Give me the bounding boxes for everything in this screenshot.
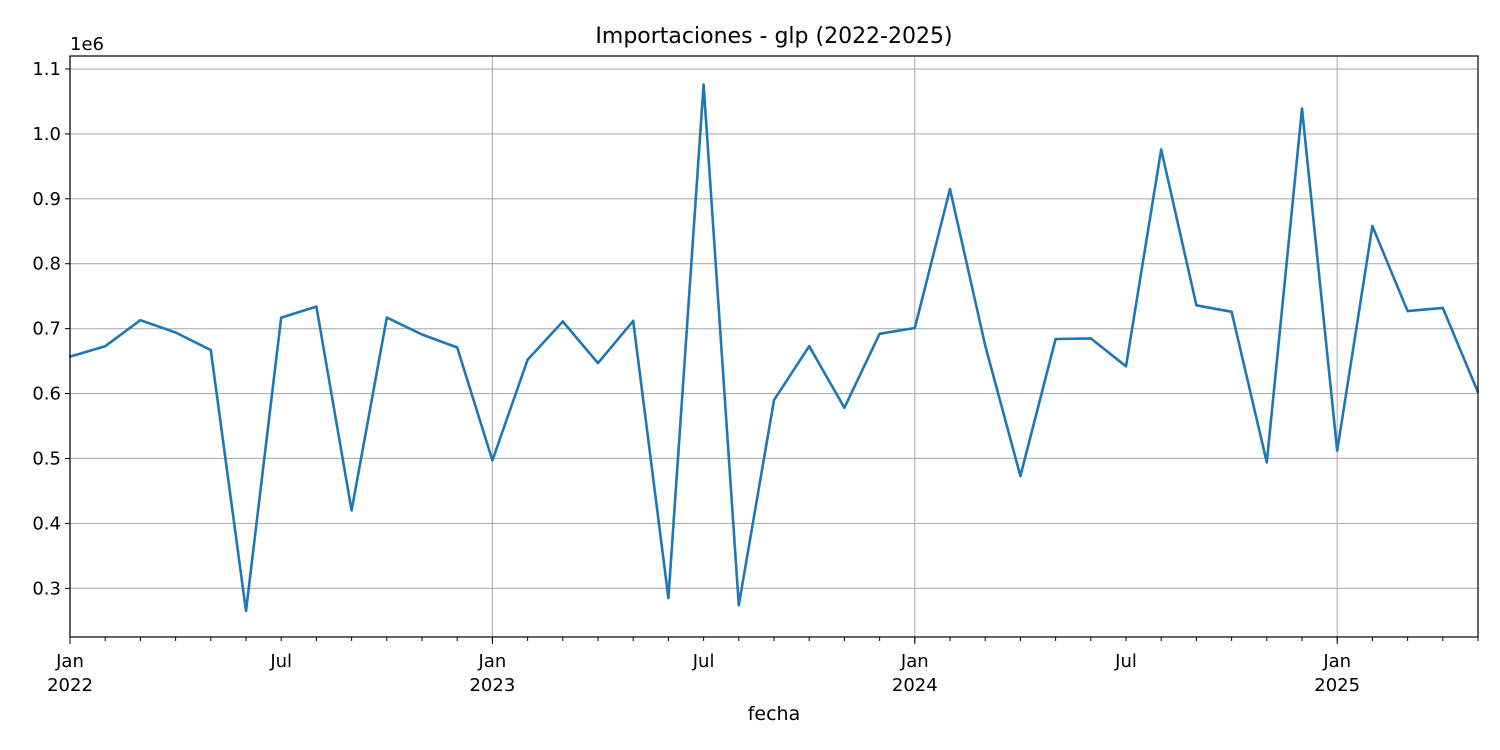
data-point [350, 509, 353, 512]
y-tick-label: 0.7 [32, 319, 61, 340]
data-point [561, 320, 564, 323]
y-tick-label: 0.4 [32, 513, 61, 534]
x-tick-label: Jul [692, 651, 715, 672]
data-point [843, 406, 846, 410]
data-point [385, 316, 388, 319]
y-tick-label: 0.3 [32, 578, 61, 599]
data-point [104, 344, 107, 348]
x-tick-label: Jan [478, 651, 507, 672]
data-point [1230, 310, 1233, 313]
data-point [1195, 304, 1198, 307]
x-tick-label: Jul [269, 651, 292, 672]
data-point [596, 361, 600, 365]
data-point [632, 319, 635, 323]
y-axis: 0.3 0.4 0.5 0.6 0.7 0.8 0.9 1.0 1.1 [32, 59, 70, 599]
y-tick-label: 0.5 [32, 448, 61, 469]
plot-series [68, 83, 1480, 613]
data-point [456, 346, 459, 349]
data-point [420, 333, 424, 336]
data-point [667, 596, 670, 600]
data-point [1160, 148, 1163, 151]
data-point [1089, 337, 1093, 340]
data-point [984, 344, 987, 347]
y-tick-label: 1.0 [32, 124, 61, 145]
chart-title: Importaciones - glp (2022-2025) [595, 24, 952, 49]
x-tick-year-label: 2025 [1314, 675, 1360, 696]
data-point [244, 609, 248, 613]
data-point [737, 603, 740, 607]
data-point [315, 305, 318, 308]
x-tick-year-label: 2024 [892, 675, 938, 696]
data-point [808, 344, 811, 348]
x-axis-title: fecha [748, 703, 801, 725]
data-point [491, 459, 494, 462]
data-point [1019, 474, 1022, 478]
x-axis: Jan 2022 Jan 2023 Jan 2024 Jan 2025 Jul Jul Jul [47, 637, 1479, 696]
x-tick-label: Jul [1114, 651, 1137, 672]
x-tick-label: Jan [900, 651, 929, 672]
y-tick-label: 1.1 [32, 59, 61, 80]
data-point [526, 358, 529, 362]
data-point [280, 316, 283, 319]
data-point [209, 348, 212, 352]
data-point [1300, 107, 1304, 110]
y-tick-label: 0.6 [32, 384, 61, 405]
data-point [1124, 365, 1128, 368]
x-tick-label: Jan [1322, 651, 1351, 672]
data-point [913, 326, 916, 330]
data-point [772, 398, 776, 402]
data-point [1441, 306, 1445, 310]
y-tick-label: 0.8 [32, 254, 61, 275]
y-offset-label: 1e6 [70, 34, 104, 55]
data-point [1406, 309, 1409, 313]
data-point [1054, 337, 1057, 341]
data-point [1336, 449, 1339, 452]
x-tick-year-label: 2023 [469, 675, 515, 696]
data-point [878, 332, 881, 336]
data-point [1371, 224, 1374, 228]
x-tick-year-label: 2022 [47, 675, 93, 696]
data-point [174, 331, 177, 334]
data-point [948, 187, 952, 191]
y-tick-label: 0.9 [32, 189, 61, 210]
x-tick-label: Jan [55, 651, 84, 672]
data-point [1265, 461, 1269, 464]
data-point [702, 83, 705, 86]
data-point [139, 319, 142, 322]
